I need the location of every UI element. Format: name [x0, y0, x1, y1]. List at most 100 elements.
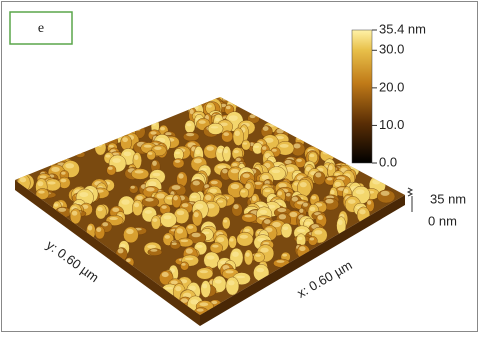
- grain-highlight: [47, 181, 56, 185]
- grain-highlight: [144, 210, 152, 214]
- grain-highlight: [217, 148, 223, 153]
- colorbar-tick-label: 10.0: [379, 117, 404, 132]
- grain-highlight: [334, 173, 341, 176]
- grain: [200, 280, 211, 298]
- grain-highlight: [193, 212, 199, 218]
- grain-highlight: [233, 204, 239, 210]
- grain-highlight: [205, 194, 212, 201]
- grain-highlight: [225, 270, 234, 274]
- grain-highlight: [209, 188, 217, 194]
- grain: [150, 215, 161, 230]
- grain: [196, 267, 214, 280]
- grain-highlight: [211, 300, 218, 305]
- grain-highlight: [174, 159, 181, 163]
- grain-highlight: [187, 225, 194, 229]
- grain: [203, 251, 220, 269]
- grain-highlight: [265, 227, 273, 233]
- grain-highlight: [212, 244, 219, 248]
- grain-highlight: [242, 173, 250, 178]
- grain-highlight: [240, 190, 246, 193]
- grain-highlight: [164, 235, 171, 239]
- grain-highlight: [245, 252, 250, 257]
- grain-highlight: [112, 158, 121, 163]
- grain-highlight: [334, 181, 341, 187]
- grain-highlight: [152, 172, 161, 177]
- grain-highlight: [230, 183, 240, 190]
- grain-highlight: [252, 195, 257, 202]
- grain-highlight: [189, 109, 194, 115]
- grain-highlight: [330, 189, 335, 195]
- grain-highlight: [156, 193, 165, 199]
- grain-highlight: [296, 228, 306, 233]
- grain-highlight: [161, 272, 169, 278]
- grain-highlight: [39, 175, 47, 179]
- grain-highlight: [184, 257, 194, 261]
- grain-highlight: [176, 210, 185, 216]
- grain-highlight: [102, 222, 109, 227]
- grain-highlight: [315, 172, 322, 178]
- grain-highlight: [61, 171, 66, 175]
- grain-highlight: [328, 165, 333, 171]
- grain: [172, 158, 185, 169]
- grain-highlight: [380, 190, 390, 196]
- grain: [241, 139, 251, 151]
- grain-highlight: [299, 208, 304, 213]
- grain-highlight: [222, 168, 228, 174]
- grain: [280, 222, 293, 239]
- grain-highlight: [126, 258, 131, 262]
- grain-highlight: [314, 230, 323, 235]
- grain-highlight: [255, 254, 261, 257]
- grain-highlight: [51, 166, 60, 172]
- grain-highlight: [249, 114, 256, 119]
- grain-highlight: [181, 263, 186, 266]
- grain-highlight: [279, 143, 289, 148]
- grain: [236, 232, 254, 247]
- grain: [222, 145, 232, 162]
- grain-highlight: [147, 244, 156, 249]
- grain-highlight: [282, 253, 288, 257]
- grain-highlight: [210, 180, 218, 185]
- grain-highlight: [146, 187, 155, 192]
- grain-highlight: [276, 135, 284, 140]
- grain-highlight: [82, 204, 89, 209]
- grain-highlight: [87, 225, 93, 231]
- grain: [225, 276, 240, 296]
- grain-highlight: [97, 206, 103, 212]
- grain-highlight: [170, 280, 178, 285]
- grain-highlight: [202, 231, 210, 235]
- grain-highlight: [192, 180, 200, 186]
- grain-highlight: [343, 188, 349, 194]
- grain-highlight: [244, 214, 253, 218]
- grain-highlight: [178, 173, 184, 179]
- colorbar-tick-label: 30.0: [379, 42, 404, 57]
- grain-highlight: [173, 195, 178, 201]
- grain-highlight: [264, 219, 271, 224]
- grain-highlight: [206, 146, 214, 151]
- grain: [146, 150, 156, 161]
- grain-highlight: [337, 219, 343, 225]
- grain-highlight: [260, 247, 269, 253]
- grain-highlight: [71, 210, 78, 216]
- grain-highlight: [262, 146, 267, 150]
- grain-highlight: [239, 234, 249, 239]
- grain-highlight: [190, 195, 197, 199]
- grain: [241, 213, 258, 223]
- grain-highlight: [108, 144, 114, 148]
- grain-highlight: [38, 190, 45, 194]
- grain-highlight: [326, 177, 333, 181]
- grain-highlight: [299, 246, 306, 252]
- grain-highlight: [233, 150, 239, 154]
- label-box: [9, 11, 73, 45]
- grain-highlight: [133, 202, 140, 208]
- grain-highlight: [215, 117, 221, 122]
- grain: [243, 249, 254, 266]
- colorbar-ticks: 35.4 nm 30.0 20.0 10.0 0.0: [372, 21, 426, 169]
- grain-highlight: [148, 181, 157, 187]
- grain-highlight: [120, 243, 126, 248]
- grain-highlight: [359, 209, 366, 215]
- grain-highlight: [264, 189, 271, 193]
- grain-highlight: [317, 215, 323, 220]
- grain-highlight: [171, 242, 177, 246]
- grain-highlight: [235, 157, 241, 162]
- grain-highlight: [180, 298, 188, 303]
